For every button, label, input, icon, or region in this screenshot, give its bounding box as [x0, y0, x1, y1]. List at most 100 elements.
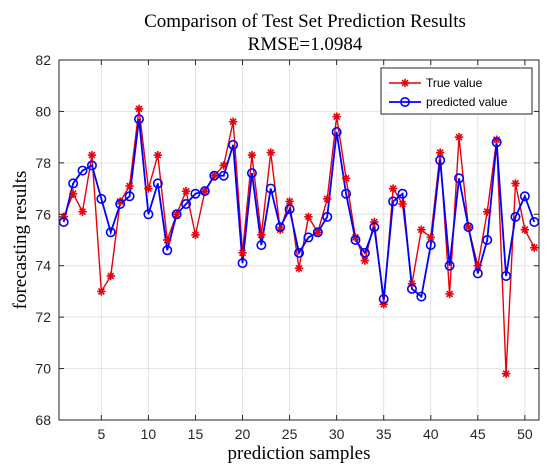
predicted-value-point — [341, 188, 352, 199]
predicted-value-point — [105, 227, 116, 238]
legend: True value predicted value — [380, 67, 533, 115]
axis-ticks: 5 10 15 20 25 30 35 40 45 50 68 70 72 74 76 78 80 82 — [35, 52, 539, 442]
y-tick-label: 68 — [35, 412, 51, 428]
predicted-value-point — [378, 294, 389, 305]
x-tick-label: 35 — [376, 426, 392, 442]
predicted-value-point — [293, 247, 304, 258]
true-value-point — [238, 248, 247, 258]
true-value-point — [200, 186, 210, 196]
x-tick-label: 40 — [423, 426, 439, 442]
predicted-value-point — [388, 196, 399, 207]
true-value-point — [520, 225, 530, 234]
true-value-point — [219, 161, 228, 170]
true-value-point — [445, 289, 454, 299]
predicted-value-point — [284, 204, 295, 215]
true-value-point — [87, 150, 97, 160]
x-tick-label: 50 — [517, 426, 533, 442]
true-value-point — [191, 230, 200, 240]
predicted-value-point — [134, 114, 145, 125]
true-value-point — [304, 212, 313, 222]
predicted-value-point — [152, 178, 163, 189]
predicted-value-point — [397, 188, 408, 199]
predicted-value-point — [303, 232, 314, 243]
true-value-point — [181, 186, 191, 196]
predicted-value-point — [435, 155, 446, 166]
true-value-point — [106, 271, 115, 281]
predicted-value-point — [181, 199, 192, 210]
true-value-point — [341, 174, 351, 183]
predicted-value-point — [265, 183, 276, 194]
predicted-value-point — [491, 137, 502, 148]
true-value-point — [78, 207, 87, 216]
x-tick-label: 45 — [470, 426, 486, 442]
predicted-value-point — [275, 222, 286, 233]
y-tick-label: 72 — [35, 309, 51, 325]
true-value-point — [294, 264, 304, 273]
predicted-value-point — [322, 211, 333, 222]
predicted-value-point — [218, 170, 229, 181]
x-tick-label: 30 — [329, 426, 345, 442]
y-tick-label: 70 — [35, 361, 51, 377]
predicted-value-point — [228, 139, 239, 150]
predicted-value-point — [510, 211, 521, 222]
legend-label-true-value: True value — [426, 76, 483, 90]
predicted-value-point — [86, 160, 97, 171]
predicted-value-point — [331, 127, 342, 138]
true-value-point — [398, 199, 407, 209]
predicted-value-point — [237, 258, 248, 269]
chart-title: Comparison of Test Set Prediction Result… — [144, 11, 466, 32]
y-tick-label: 74 — [35, 258, 51, 274]
predicted-value-point — [143, 209, 154, 220]
true-value-point — [228, 117, 238, 126]
true-value-point — [464, 222, 473, 232]
predicted-value-point — [124, 191, 135, 202]
predicted-value-point — [246, 168, 257, 179]
predicted-value-point — [190, 188, 201, 199]
plot-area — [58, 104, 540, 378]
true-value-point — [388, 184, 398, 193]
true-value-point — [360, 256, 370, 265]
true-value-point — [332, 112, 341, 121]
predicted-value-point — [209, 170, 220, 181]
true-value-point — [313, 228, 323, 237]
y-tick-label: 76 — [35, 206, 51, 222]
predicted-value-point — [115, 199, 126, 210]
true-value-point — [257, 230, 266, 240]
predicted-value-point — [472, 268, 483, 279]
y-axis-label: forecasting results — [10, 171, 31, 310]
legend-label-predicted-value: predicted value — [426, 95, 508, 109]
predicted-value-point — [416, 291, 427, 302]
predicted-value-point — [369, 222, 380, 233]
predicted-value-point — [425, 240, 436, 251]
true-value-point — [153, 150, 163, 160]
x-tick-label: 15 — [188, 426, 204, 442]
predicted-value-point — [444, 260, 455, 271]
predicted-value-point — [463, 222, 474, 233]
y-tick-label: 82 — [35, 52, 51, 68]
y-tick-label: 78 — [35, 155, 51, 171]
predicted-value-point — [406, 283, 417, 294]
x-axis-label: prediction samples — [228, 443, 371, 464]
predicted-value-point — [162, 245, 173, 256]
true-value-point — [210, 171, 219, 180]
true-value-point — [266, 148, 275, 157]
true-value-point — [144, 184, 153, 193]
true-value-point — [473, 261, 483, 270]
predicted-value-point — [501, 270, 512, 281]
true-value-point — [125, 181, 134, 191]
legend-marker-predicted-value — [399, 97, 410, 108]
chart-subtitle: RMSE=1.0984 — [248, 34, 363, 55]
x-tick-label: 5 — [97, 426, 105, 442]
true-value-point — [97, 287, 106, 296]
axes-frame — [58, 59, 540, 421]
predicted-value-point — [68, 178, 79, 189]
legend-marker-true-value — [400, 78, 410, 88]
true-value-point — [285, 197, 294, 206]
predicted-value-point — [482, 235, 493, 246]
true-value-point — [163, 235, 172, 245]
x-tick-label: 10 — [141, 426, 157, 442]
series-line-true-value — [63, 108, 535, 374]
predicted-value-point — [58, 217, 69, 228]
true-value-point — [172, 210, 181, 219]
